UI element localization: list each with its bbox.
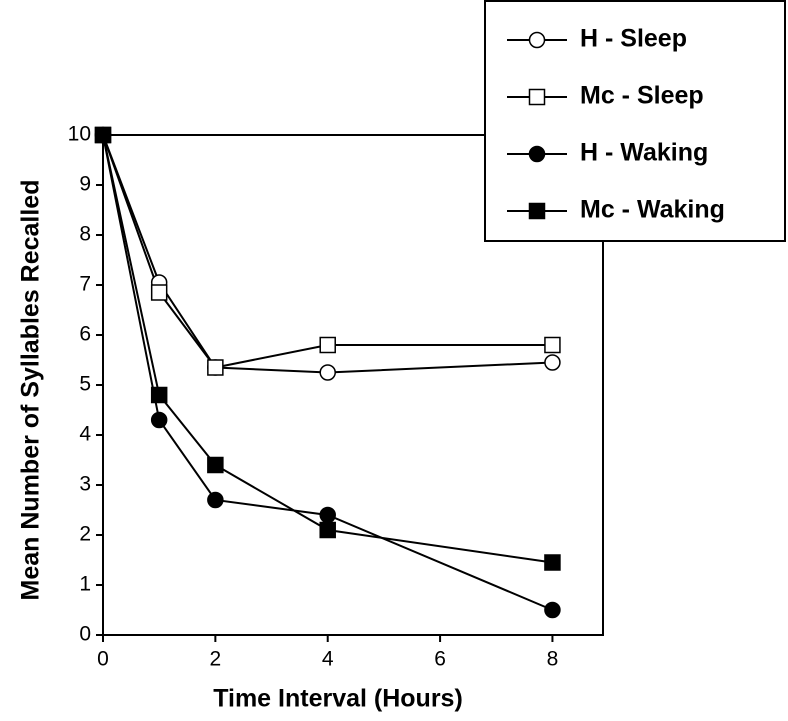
x-tick-label: 4 bbox=[322, 648, 334, 671]
data-point bbox=[207, 359, 224, 376]
y-tick-label: 2 bbox=[79, 523, 91, 546]
data-point bbox=[319, 506, 336, 524]
legend-label: H - Sleep bbox=[580, 25, 687, 53]
legend-marker bbox=[528, 202, 546, 220]
y-tick-label: 4 bbox=[79, 423, 91, 446]
data-point bbox=[319, 336, 336, 354]
data-point bbox=[544, 354, 561, 371]
y-tick-label: 8 bbox=[79, 223, 91, 246]
y-tick-label: 1 bbox=[79, 573, 91, 596]
legend-marker bbox=[528, 145, 546, 163]
x-tick-label: 8 bbox=[547, 648, 559, 671]
data-point bbox=[150, 284, 168, 301]
y-tick-label: 5 bbox=[79, 373, 91, 396]
y-tick-label: 6 bbox=[79, 323, 91, 346]
y-tick-label: 0 bbox=[79, 623, 91, 646]
x-axis-label: Time Interval (Hours) bbox=[213, 685, 463, 713]
data-point bbox=[150, 411, 168, 429]
y-tick-label: 10 bbox=[68, 123, 91, 146]
legend-marker bbox=[528, 88, 546, 106]
data-point bbox=[544, 336, 561, 354]
legend-label: H - Waking bbox=[580, 139, 708, 167]
y-axis-label: Mean Number of Syllables Recalled bbox=[17, 180, 45, 601]
data-point bbox=[319, 521, 336, 539]
data-point bbox=[207, 456, 224, 474]
y-tick-label: 3 bbox=[79, 473, 91, 496]
y-tick-label: 7 bbox=[79, 273, 91, 296]
data-point bbox=[319, 364, 336, 381]
legend-label: Mc - Waking bbox=[580, 196, 725, 224]
legend-marker bbox=[528, 31, 546, 49]
x-tick-label: 2 bbox=[210, 648, 222, 671]
data-point bbox=[150, 386, 168, 404]
data-point bbox=[544, 554, 561, 571]
legend-label: Mc - Sleep bbox=[580, 82, 704, 110]
data-point bbox=[544, 601, 561, 619]
x-tick-label: 6 bbox=[434, 648, 446, 671]
y-tick-label: 9 bbox=[79, 173, 91, 196]
data-point bbox=[94, 126, 112, 144]
data-point bbox=[207, 491, 224, 509]
x-tick-label: 0 bbox=[97, 648, 109, 671]
